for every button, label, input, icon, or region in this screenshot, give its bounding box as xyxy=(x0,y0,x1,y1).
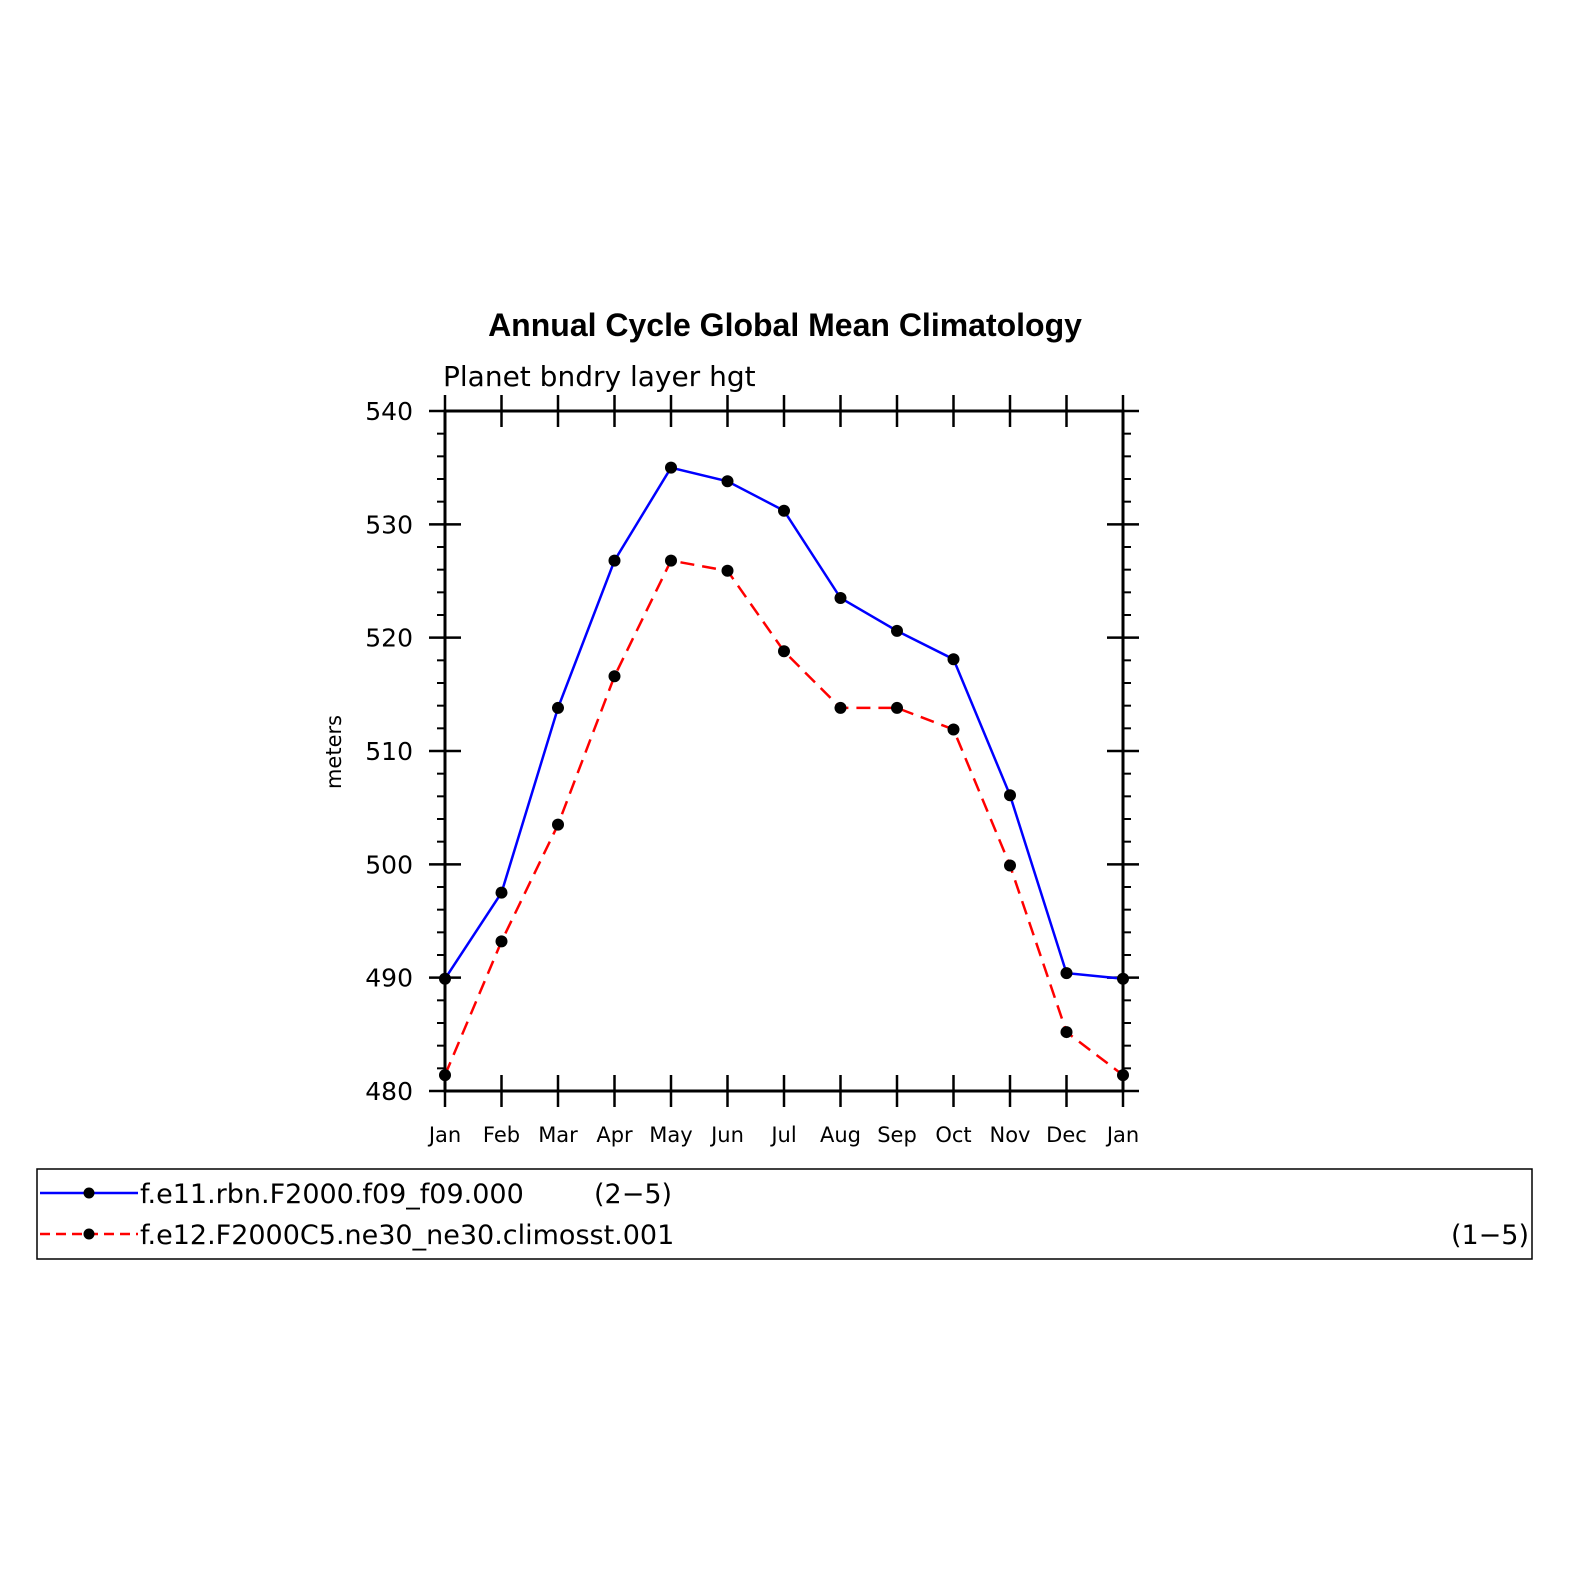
legend-box xyxy=(36,1168,1533,1260)
x-tick-label: Sep xyxy=(877,1123,917,1147)
legend-marker-0 xyxy=(83,1187,95,1199)
x-tick-label: Feb xyxy=(483,1123,520,1147)
series-0-point xyxy=(834,592,847,604)
x-tick-label: Dec xyxy=(1046,1123,1087,1147)
series-1-point xyxy=(665,554,677,567)
series-1-point xyxy=(834,701,847,714)
series-1-point xyxy=(608,670,621,683)
series-1-point xyxy=(778,645,790,658)
series-0-point xyxy=(778,504,790,517)
x-tick-label: May xyxy=(649,1123,692,1147)
legend-marker-1 xyxy=(83,1228,95,1240)
series-1-point xyxy=(1004,859,1016,872)
x-tick-label: Mar xyxy=(538,1123,578,1147)
series-1-point xyxy=(1060,1026,1073,1039)
series-0-point xyxy=(1060,967,1073,980)
x-tick-label: Jan xyxy=(427,1123,461,1147)
x-tick-label: Jun xyxy=(709,1123,744,1147)
x-tick-label: Oct xyxy=(935,1123,971,1147)
y-tick-label: 510 xyxy=(365,737,413,766)
x-tick-label: Jan xyxy=(1105,1123,1139,1147)
series-0-point xyxy=(439,972,451,985)
series-layer xyxy=(439,461,1129,1082)
y-tick-label: 520 xyxy=(365,624,413,653)
y-axis-label: meters xyxy=(322,715,346,789)
chart-subtitle: Planet bndry layer hgt xyxy=(443,360,756,393)
series-1-point xyxy=(439,1069,451,1082)
axes: Jan Feb Mar Apr May Jun Jul Aug Sep Oct Nov Dec Jan 4… xyxy=(365,395,1139,1147)
series-1-point xyxy=(721,564,734,577)
x-tick-label: Jul xyxy=(769,1123,796,1147)
series-1-point xyxy=(495,935,508,948)
series-1-point xyxy=(947,723,960,736)
x-tick-label: Nov xyxy=(990,1123,1031,1147)
legend-suffix-0: (2−5) xyxy=(594,1179,672,1210)
series-0-point xyxy=(947,653,960,666)
legend: f.e11.rbn.F2000.f09_f09.000 (2−5) f.e12.… xyxy=(36,1168,1533,1260)
legend-label-0: f.e11.rbn.F2000.f09_f09.000 xyxy=(140,1179,524,1210)
series-0-point xyxy=(1004,789,1016,802)
chart-title: Annual Cycle Global Mean Climatology xyxy=(488,307,1082,343)
legend-label-1: f.e12.F2000C5.ne30_ne30.climosst.001 xyxy=(140,1220,674,1251)
series-0-point xyxy=(552,701,564,714)
series-0-point xyxy=(495,886,508,899)
y-tick-label: 480 xyxy=(365,1077,413,1106)
x-tick-label: Aug xyxy=(820,1123,861,1147)
x-tick-label: Apr xyxy=(596,1123,633,1147)
legend-suffix-1: (1−5) xyxy=(1451,1220,1529,1251)
series-0-point xyxy=(665,461,677,474)
y-tick-label: 500 xyxy=(365,850,413,879)
series-0-point xyxy=(891,624,903,637)
series-1-point xyxy=(552,818,564,831)
series-line-1 xyxy=(443,559,1124,1077)
series-0-point xyxy=(1117,972,1129,985)
series-1-point xyxy=(891,701,903,714)
y-tick-label: 530 xyxy=(365,510,413,539)
y-tick-label: 490 xyxy=(365,964,413,993)
series-0-point xyxy=(608,554,621,567)
series-0-point xyxy=(721,475,734,488)
series-1-point xyxy=(1117,1069,1129,1082)
y-tick-label: 540 xyxy=(365,397,413,426)
